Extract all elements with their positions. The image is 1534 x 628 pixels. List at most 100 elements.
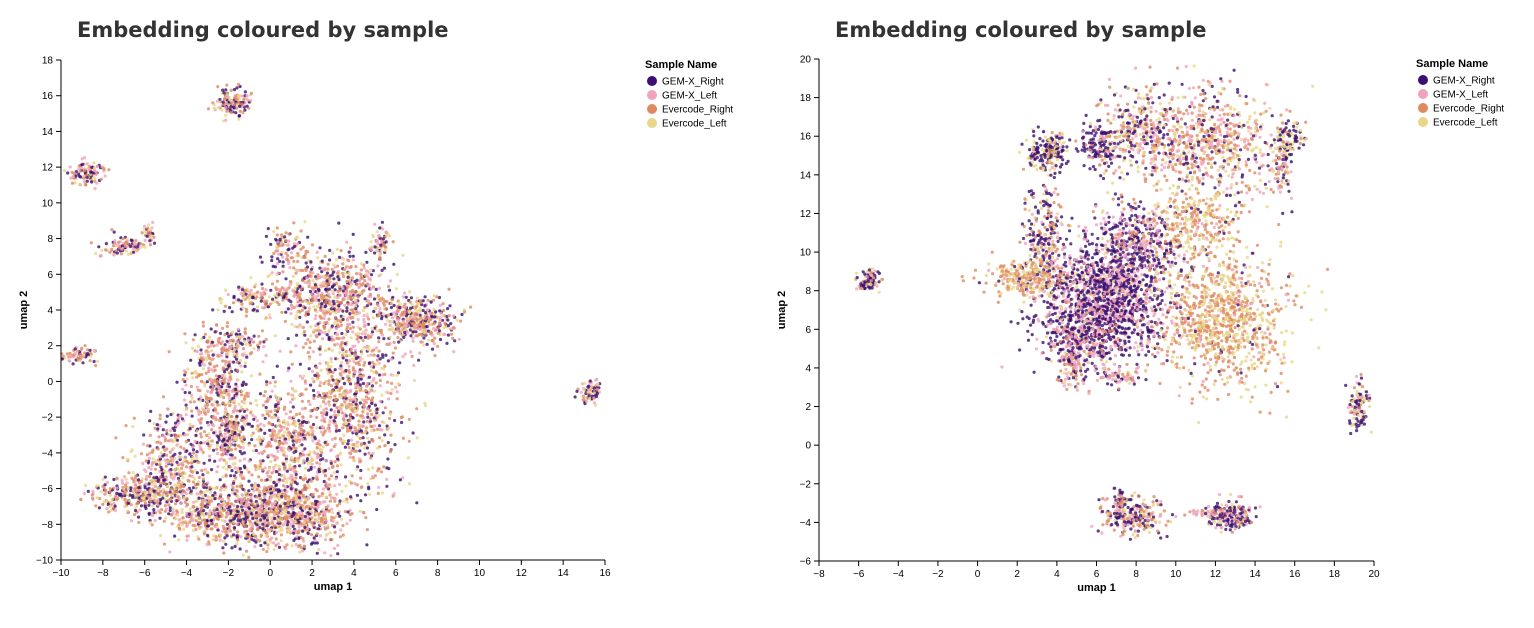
scatter-point: [231, 435, 235, 439]
scatter-point: [267, 466, 271, 470]
scatter-point: [225, 445, 229, 450]
scatter-point: [581, 394, 585, 398]
scatter-point: [199, 359, 203, 364]
scatter-point: [294, 344, 298, 348]
scatter-point: [132, 480, 136, 484]
scatter-point: [222, 458, 226, 462]
scatter-point: [316, 390, 320, 395]
scatter-point: [191, 528, 195, 533]
scatter-point: [320, 270, 324, 274]
scatter-point: [247, 489, 251, 493]
scatter-point: [302, 330, 307, 334]
scatter-point: [263, 502, 267, 506]
scatter-point: [105, 507, 109, 511]
scatter-point: [287, 435, 291, 439]
scatter-point: [214, 417, 218, 422]
scatter-point: [241, 446, 245, 450]
scatter-point: [243, 491, 248, 495]
scatter-point: [390, 320, 394, 324]
scatter-point: [351, 232, 355, 236]
scatter-point: [124, 477, 128, 481]
scatter-point: [191, 445, 195, 449]
scatter-point: [73, 347, 77, 351]
scatter-point: [289, 379, 293, 383]
scatter-point: [351, 254, 355, 258]
scatter-point: [345, 325, 349, 330]
scatter-point: [80, 157, 84, 161]
scatter-point: [237, 429, 241, 433]
scatter-point: [313, 373, 317, 377]
scatter-point: [258, 440, 262, 444]
scatter-point: [280, 310, 284, 314]
scatter-point: [95, 496, 99, 500]
scatter-point: [133, 242, 137, 246]
scatter-point: [351, 296, 355, 300]
scatter-point: [385, 300, 389, 304]
scatter-point: [251, 449, 255, 453]
scatter-point: [223, 407, 228, 411]
scatter-point: [82, 492, 86, 496]
scatter-point: [334, 379, 338, 383]
scatter-point: [214, 374, 218, 378]
scatter-point: [145, 444, 150, 448]
scatter-point: [94, 170, 98, 174]
scatter-point: [71, 362, 75, 366]
scatter-point: [272, 415, 276, 419]
scatter-point: [350, 276, 355, 280]
scatter-point: [342, 433, 346, 437]
scatter-point: [214, 323, 219, 327]
scatter-point: [208, 515, 212, 520]
scatter-point: [348, 254, 352, 258]
scatter-point: [329, 448, 333, 453]
scatter-point: [305, 265, 310, 269]
scatter-point: [241, 487, 245, 491]
scatter-point: [312, 294, 316, 298]
scatter-point: [117, 240, 121, 244]
scatter-point: [101, 502, 105, 506]
scatter-point: [330, 348, 334, 353]
scatter-point: [326, 262, 330, 266]
scatter-point: [277, 467, 282, 471]
scatter-point: [401, 253, 405, 257]
scatter-point: [204, 412, 208, 416]
scatter-point: [469, 305, 473, 309]
scatter-point: [374, 287, 378, 291]
scatter-point: [427, 338, 431, 342]
scatter-point: [389, 410, 393, 414]
scatter-point: [207, 501, 211, 505]
scatter-point: [269, 422, 273, 426]
scatter-point: [396, 382, 400, 386]
scatter-point: [339, 377, 343, 381]
scatter-point: [219, 507, 223, 511]
scatter-point: [336, 296, 340, 300]
scatter-point: [381, 298, 386, 302]
scatter-point: [63, 356, 67, 360]
scatter-point: [310, 267, 314, 271]
scatter-point: [292, 266, 296, 270]
scatter-point: [371, 396, 375, 400]
scatter-point: [342, 382, 346, 386]
scatter-point: [162, 478, 166, 482]
scatter-point: [230, 389, 234, 393]
scatter-point: [457, 337, 461, 341]
scatter-point: [575, 389, 579, 393]
scatter-point: [253, 444, 257, 448]
scatter-point: [191, 455, 195, 459]
scatter-point: [312, 380, 316, 384]
scatter-point: [357, 285, 361, 290]
scatter-point: [220, 374, 224, 378]
scatter-point: [230, 453, 234, 457]
scatter-point: [351, 416, 355, 420]
scatter-point: [277, 400, 281, 404]
scatter-point: [386, 380, 390, 384]
scatter-point: [353, 394, 358, 398]
scatter-point: [276, 432, 280, 436]
scatter-point: [306, 280, 310, 284]
scatter-point: [268, 428, 272, 432]
scatter-point: [340, 489, 344, 493]
scatter-point: [263, 541, 267, 545]
scatter-point: [349, 316, 353, 320]
scatter-point: [322, 316, 326, 321]
scatter-point: [216, 106, 220, 110]
scatter-point: [309, 260, 313, 264]
